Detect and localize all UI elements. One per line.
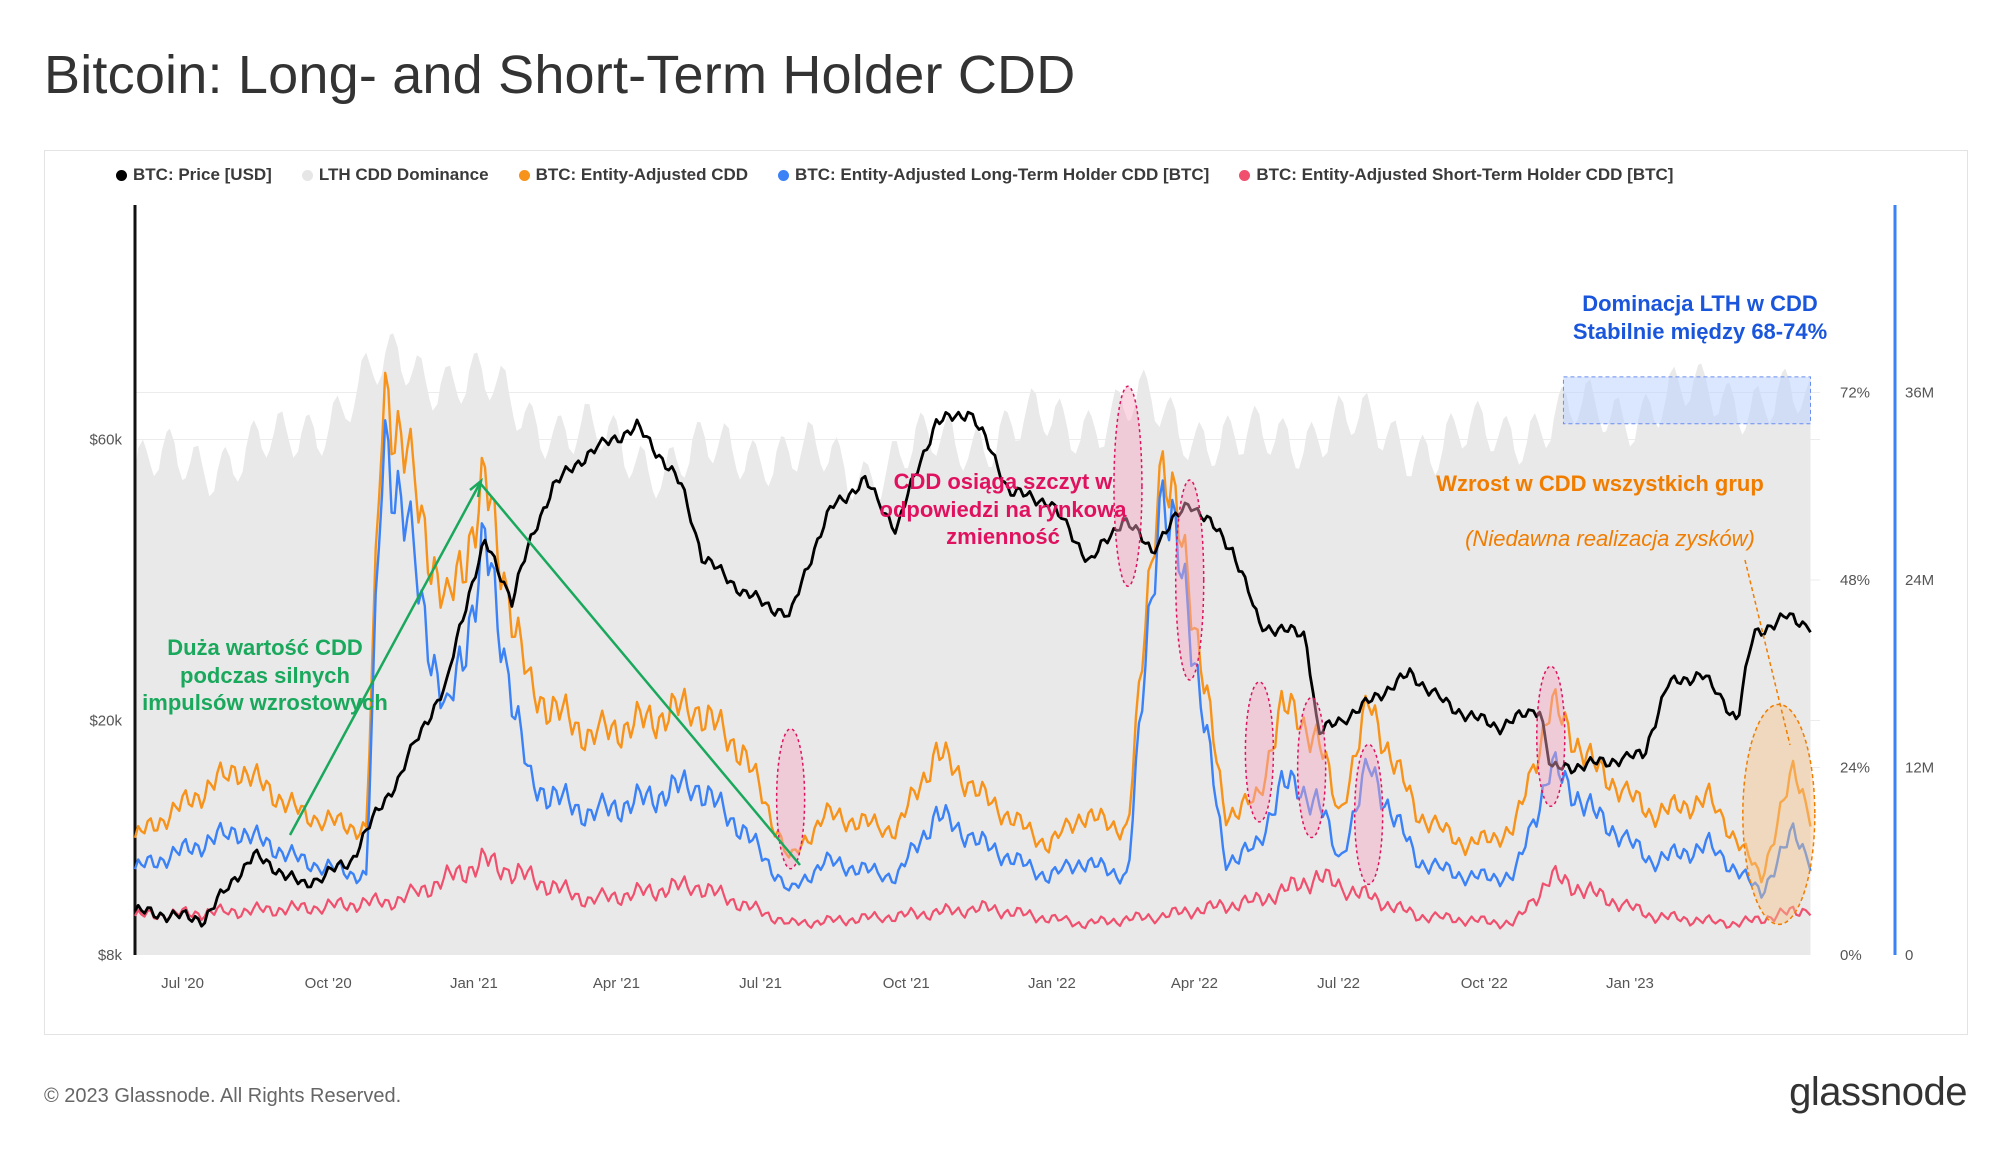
lth-cdd-line <box>133 419 1812 899</box>
x-tick-label: Oct '21 <box>883 975 930 992</box>
legend-dot <box>301 169 313 181</box>
legend-label: BTC: Entity-Adjusted CDD <box>535 165 749 184</box>
x-tick-label: Oct '22 <box>1461 975 1508 992</box>
green-arrowhead <box>469 477 483 498</box>
brand-logo: glassnode <box>1789 1070 1967 1114</box>
annotation-pink: CDD osiąga szczyt w odpowiedzi na rynkow… <box>879 469 1127 549</box>
volatility-highlight <box>1113 385 1143 587</box>
pct-tick-label: 0% <box>1840 947 1862 964</box>
legend-label: LTH CDD Dominance <box>318 165 489 184</box>
x-tick-label: Apr '21 <box>593 975 640 992</box>
chart-title: Bitcoin: Long- and Short-Term Holder CDD <box>44 45 1076 105</box>
x-tick-label: Jan '23 <box>1606 975 1654 992</box>
x-tick-label: Jan '22 <box>1028 975 1076 992</box>
volatility-highlight <box>1296 696 1327 839</box>
price-tick-label: $60k <box>89 431 122 448</box>
legend-item-sth-cdd[interactable]: BTC: Entity-Adjusted Short-Term Holder C… <box>1239 165 1673 185</box>
volatility-highlight <box>1536 665 1566 807</box>
cdd-tick-label: 0 <box>1905 947 1913 964</box>
x-tick-label: Oct '20 <box>305 975 352 992</box>
sth-cdd-line <box>134 847 1812 930</box>
annotation-orange-sub: (Niedawna realizacja zysków) <box>1465 526 1755 551</box>
annotation-green: Duża wartość CDD podczas silnych impulsó… <box>142 635 388 715</box>
chart-panel <box>44 150 1968 1035</box>
recent-rise-highlight <box>1742 703 1816 926</box>
volatility-highlight <box>1174 479 1205 681</box>
price-tick-label: $8k <box>98 947 123 964</box>
annotation-orange: Wzrost w CDD wszystkich grup <box>1436 471 1764 496</box>
legend-label: BTC: Entity-Adjusted Short-Term Holder C… <box>1256 165 1674 184</box>
x-tick-label: Jul '21 <box>739 975 782 992</box>
legend-item-lth-dominance[interactable]: LTH CDD Dominance <box>301 165 489 185</box>
x-tick-label: Apr '22 <box>1171 975 1218 992</box>
lth-dominance-area <box>135 333 1811 955</box>
pct-tick-label: 24% <box>1840 760 1870 777</box>
x-tick-label: Jan '21 <box>450 975 498 992</box>
legend-dot <box>116 169 127 181</box>
copyright: © 2023 Glassnode. All Rights Reserved. <box>44 1085 402 1107</box>
x-tick-label: Jul '22 <box>1317 975 1360 992</box>
pct-tick-label: 72% <box>1840 385 1870 402</box>
cdd-tick-label: 12M <box>1905 760 1934 777</box>
pct-tick-label: 48% <box>1840 572 1870 589</box>
cdd-tick-label: 36M <box>1905 385 1934 402</box>
volatility-highlight <box>1353 743 1384 886</box>
legend-dot <box>518 169 530 181</box>
price-tick-label: $20k <box>89 713 122 730</box>
annotation-blue: Dominacja LTH w CDD Stabilnie między 68-… <box>1572 291 1828 344</box>
price-line <box>133 410 1812 928</box>
cdd-tick-label: 24M <box>1905 572 1934 589</box>
volatility-highlight <box>1244 681 1275 823</box>
legend: BTC: Price [USD] LTH CDD Dominance BTC: … <box>116 165 1673 185</box>
cdd-line <box>133 371 1812 884</box>
x-tick-label: Jul '20 <box>161 975 204 992</box>
legend-label: BTC: Entity-Adjusted Long-Term Holder CD… <box>795 165 1210 184</box>
lth-band-highlight <box>1562 376 1811 425</box>
legend-label: BTC: Price [USD] <box>133 165 272 184</box>
legend-item-lth-cdd[interactable]: BTC: Entity-Adjusted Long-Term Holder CD… <box>778 165 1209 185</box>
orange-pointer <box>1744 559 1791 746</box>
legend-item-price[interactable]: BTC: Price [USD] <box>116 165 272 185</box>
legend-dot <box>1239 169 1251 181</box>
legend-item-cdd[interactable]: BTC: Entity-Adjusted CDD <box>518 165 749 185</box>
legend-dot <box>778 169 790 181</box>
volatility-highlight <box>775 728 806 870</box>
